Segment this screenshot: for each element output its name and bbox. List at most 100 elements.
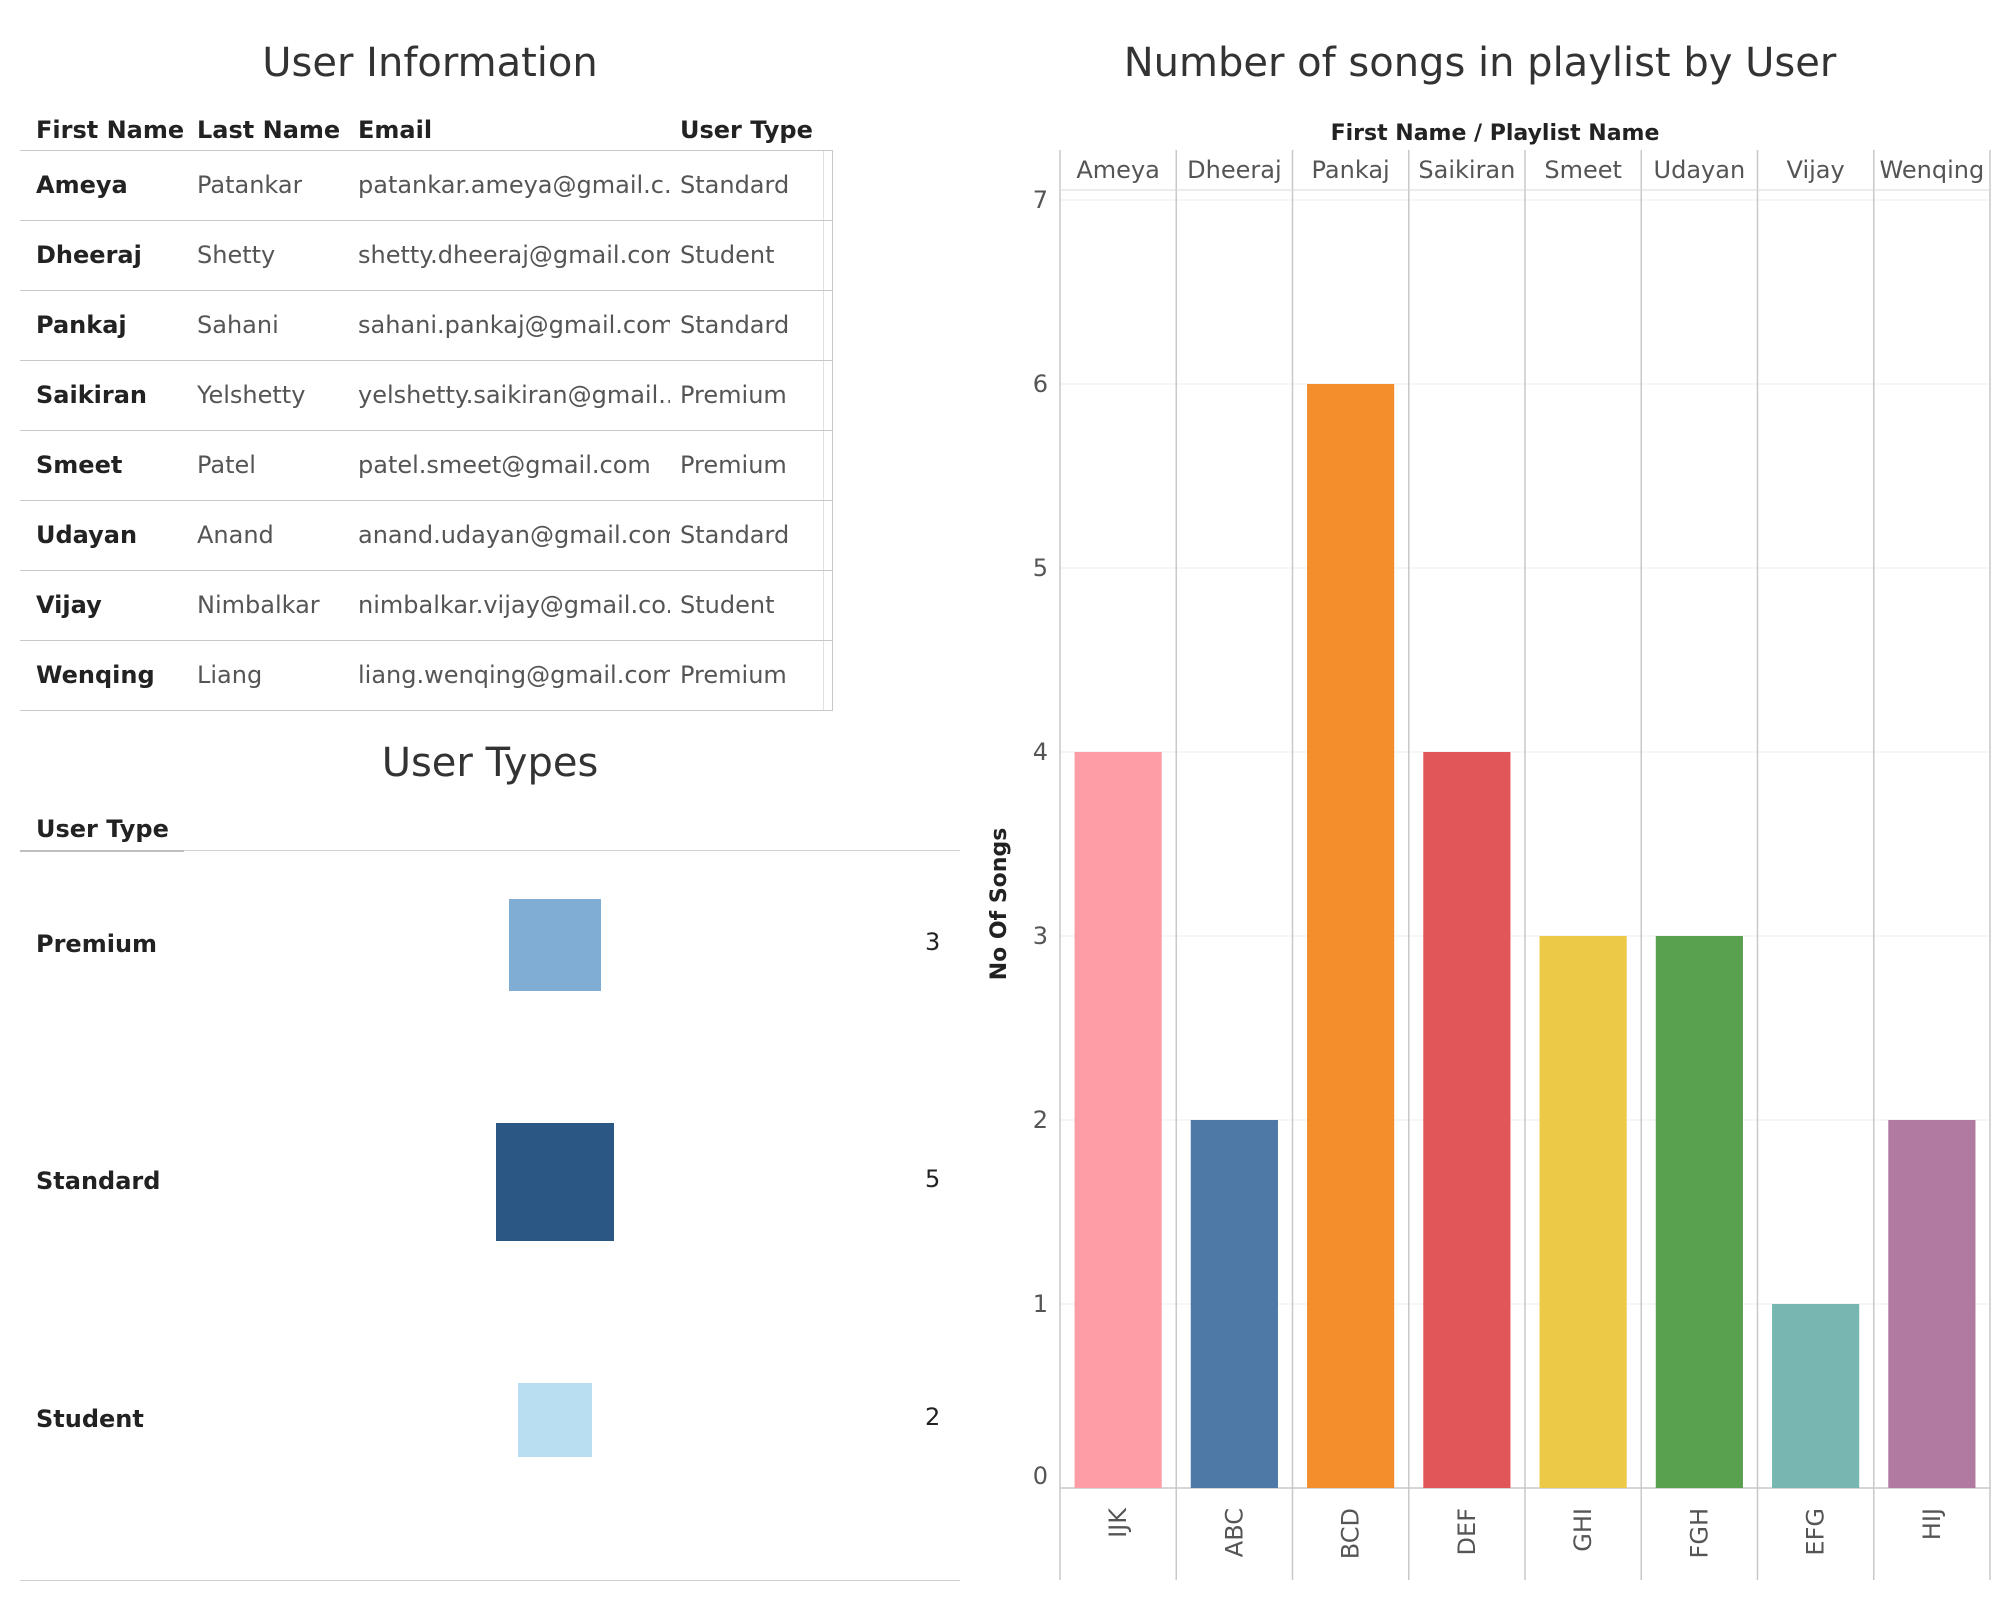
cell-email: patel.smeet@gmail.com	[358, 451, 651, 479]
header-underline	[20, 850, 184, 852]
user-types-title: User Types	[381, 740, 599, 786]
cell-email: anand.udayan@gmail.com	[358, 521, 670, 549]
user-type-square[interactable]	[496, 1123, 614, 1241]
category-user-label: Wenqing	[1880, 156, 1985, 184]
songs-bar-chart-panel: First Name / Playlist Name No Of Songs 0 1 2…	[960, 0, 2000, 1600]
cell-user-type: Premium	[680, 451, 787, 479]
table-row[interactable]: Ameya Patankar patankar.ameya@gmail.c.. Sta…	[20, 151, 832, 221]
cell-user-type: Student	[680, 591, 775, 619]
cell-email: nimbalkar.vijay@gmail.co..	[358, 591, 670, 619]
songs-bar-chart: First Name / Playlist Name No Of Songs 0 1 2…	[987, 121, 1991, 1580]
table-row[interactable]: Wenqing Liang liang.wenqing@gmail.com Premi…	[20, 641, 832, 711]
y-axis-title: No Of Songs	[987, 828, 1012, 981]
user-types-header[interactable]: User Type	[36, 815, 169, 843]
cell-first-name: Dheeraj	[36, 241, 142, 269]
user-type-label: Premium	[36, 930, 158, 958]
category-user-label: Pankaj	[1312, 156, 1390, 184]
user-type-square[interactable]	[517, 1382, 593, 1458]
cell-user-type: Premium	[680, 381, 787, 409]
category-playlist-label: FGH	[1685, 1508, 1713, 1558]
bar[interactable]	[1772, 1304, 1860, 1488]
y-tick-label: 4	[1033, 738, 1048, 766]
cell-last-name: Yelshetty	[197, 381, 306, 409]
user-type-count: 3	[925, 928, 941, 956]
category-playlist-label: ABC	[1220, 1508, 1248, 1557]
bar[interactable]	[1074, 752, 1162, 1488]
header-first-name[interactable]: First Name	[36, 116, 185, 144]
table-right-divider	[823, 151, 824, 711]
cell-first-name: Saikiran	[36, 381, 148, 409]
user-information-panel: User Information First Name Last Name Em…	[20, 20, 840, 711]
cell-last-name: Shetty	[197, 241, 276, 269]
cell-last-name: Nimbalkar	[197, 591, 320, 619]
cell-email: patankar.ameya@gmail.c..	[358, 171, 670, 199]
cell-email: liang.wenqing@gmail.com	[358, 661, 670, 689]
bar[interactable]	[1307, 384, 1395, 1488]
cell-user-type: Student	[680, 241, 775, 269]
user-type-count: 2	[925, 1403, 941, 1431]
category-user-label: Vijay	[1787, 156, 1845, 184]
cell-email: sahani.pankaj@gmail.com	[358, 311, 670, 339]
table-row[interactable]: Dheeraj Shetty shetty.dheeraj@gmail.com Stu…	[20, 221, 832, 291]
table-row[interactable]: Saikiran Yelshetty yelshetty.saikiran@gmai…	[20, 361, 832, 431]
category-user-label: Dheeraj	[1187, 156, 1281, 184]
table-row[interactable]: Pankaj Sahani sahani.pankaj@gmail.com Stand…	[20, 291, 832, 361]
cell-first-name: Ameya	[36, 171, 128, 199]
y-tick-label: 3	[1033, 922, 1048, 950]
cell-user-type: Premium	[680, 661, 787, 689]
cell-email: yelshetty.saikiran@gmail..	[358, 381, 670, 409]
y-tick-label: 0	[1033, 1462, 1048, 1490]
header-email[interactable]: Email	[358, 116, 433, 144]
table-row[interactable]: Vijay Nimbalkar nimbalkar.vijay@gmail.co..…	[20, 571, 832, 641]
y-tick-label: 1	[1033, 1290, 1048, 1318]
cell-user-type: Standard	[680, 521, 790, 549]
user-type-square[interactable]	[509, 899, 601, 991]
cell-first-name: Udayan	[36, 521, 138, 549]
header-user-type[interactable]: User Type	[680, 116, 813, 144]
bar[interactable]	[1655, 936, 1743, 1488]
table-row[interactable]: Udayan Anand anand.udayan@gmail.com Standar…	[20, 501, 832, 571]
user-type-count: 5	[925, 1165, 941, 1193]
category-user-label: Smeet	[1544, 156, 1622, 184]
category-playlist-label: GHI	[1569, 1508, 1597, 1552]
bar[interactable]	[1423, 752, 1511, 1488]
y-tick-label: 2	[1033, 1106, 1048, 1134]
bar[interactable]	[1888, 1120, 1976, 1488]
cell-last-name: Patel	[197, 451, 256, 479]
chart-title: Number of songs in playlist by User	[1123, 40, 1837, 86]
cell-first-name: Wenqing	[36, 661, 155, 689]
category-playlist-label: IJK	[1104, 1507, 1132, 1538]
user-type-label: Standard	[36, 1167, 161, 1195]
cell-email: shetty.dheeraj@gmail.com	[358, 241, 670, 269]
y-tick-label: 6	[1033, 370, 1048, 398]
cell-last-name: Liang	[197, 661, 263, 689]
category-user-label: Saikiran	[1418, 156, 1515, 184]
cell-user-type: Standard	[680, 311, 790, 339]
cell-last-name: Sahani	[197, 311, 279, 339]
bottom-divider	[20, 1580, 960, 1581]
table-row[interactable]: Smeet Patel patel.smeet@gmail.com Premium	[20, 431, 832, 501]
header-last-name[interactable]: Last Name	[197, 116, 341, 144]
cell-last-name: Patankar	[197, 171, 303, 199]
user-type-label: Student	[36, 1405, 144, 1433]
y-tick-label: 7	[1033, 186, 1048, 214]
header-divider	[20, 850, 960, 851]
user-types-panel: User Types User Type Premium 3 Standard 5 St…	[20, 720, 960, 1600]
category-playlist-label: DEF	[1453, 1508, 1481, 1555]
category-playlist-label: HIJ	[1918, 1508, 1946, 1540]
user-information-title: User Information	[262, 40, 598, 86]
cell-first-name: Vijay	[36, 591, 102, 619]
cell-first-name: Smeet	[36, 451, 123, 479]
cell-first-name: Pankaj	[36, 311, 127, 339]
y-tick-label: 5	[1033, 554, 1048, 582]
category-playlist-label: BCD	[1337, 1508, 1365, 1559]
category-playlist-label: EFG	[1802, 1508, 1830, 1556]
cell-user-type: Standard	[680, 171, 790, 199]
category-user-label: Udayan	[1654, 156, 1746, 184]
bar[interactable]	[1539, 936, 1627, 1488]
bar[interactable]	[1190, 1120, 1278, 1488]
cell-last-name: Anand	[197, 521, 274, 549]
category-user-label: Ameya	[1076, 156, 1159, 184]
x-axis-title: First Name / Playlist Name	[1331, 121, 1660, 146]
user-information-table: Ameya Patankar patankar.ameya@gmail.c.. Sta…	[20, 150, 833, 711]
